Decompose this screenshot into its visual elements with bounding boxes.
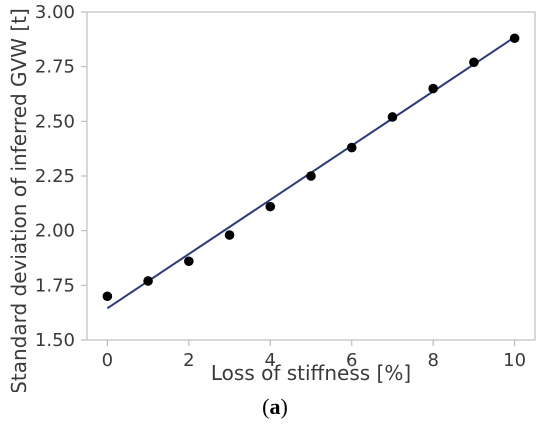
x-tick-label: 10 [503, 350, 526, 371]
y-axis-title: Standard deviation of inferred GVW [t] [7, 8, 31, 392]
figure-caption: (a) [0, 394, 550, 420]
data-point [428, 83, 438, 94]
y-tick-label: 2.50 [35, 111, 75, 132]
data-point [387, 112, 398, 122]
caption-close-paren: ) [280, 394, 288, 419]
data-point [469, 57, 479, 68]
data-point [306, 171, 316, 181]
data-point [346, 142, 357, 153]
x-tick-label: 8 [427, 350, 438, 371]
data-point [143, 276, 153, 286]
data-point [265, 201, 276, 212]
data-point [509, 33, 520, 44]
caption-open-paren: ( [262, 394, 270, 419]
x-axis-ticks: 0 2 4 6 8 10 [102, 340, 526, 371]
y-tick-label: 2.75 [35, 57, 75, 78]
y-tick-label: 1.75 [35, 275, 75, 296]
x-tick-label: 4 [265, 350, 276, 371]
data-point [102, 291, 113, 302]
y-axis-ticks: 1.50 1.75 2.00 2.25 2.50 2.75 3.00 [35, 2, 87, 351]
data-point [184, 256, 194, 267]
data-point [224, 230, 235, 240]
caption-letter: a [269, 394, 281, 419]
x-axis-title: Loss of stiffness [%] [211, 361, 411, 385]
scatter-chart: 1.50 1.75 2.00 2.25 2.50 2.75 3.00 0 2 4 6 8 10 Sta… [7, 2, 536, 394]
series-layer [102, 33, 520, 310]
x-tick-label: 6 [346, 350, 357, 371]
x-tick-label: 2 [183, 350, 194, 371]
y-tick-label: 1.50 [35, 330, 75, 351]
y-tick-label: 2.25 [35, 166, 75, 187]
y-tick-label: 2.00 [35, 221, 75, 242]
x-tick-label: 0 [102, 350, 113, 371]
y-tick-label: 3.00 [35, 2, 75, 23]
